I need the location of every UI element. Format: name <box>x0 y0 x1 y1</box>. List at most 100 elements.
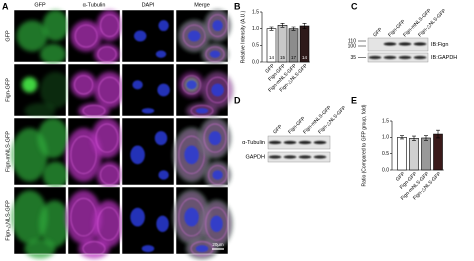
row-label: Fign-△NLS-GFP <box>5 200 11 241</box>
bar <box>421 137 431 171</box>
nucleus <box>209 50 221 58</box>
gfp-signal <box>37 118 69 159</box>
blot-label: IB:GAPDH <box>431 55 457 61</box>
y-tick-label: 0.0 <box>382 167 389 173</box>
blot-label: IB:Fign <box>431 42 448 48</box>
band <box>368 55 382 60</box>
band <box>298 155 312 159</box>
nucleus <box>155 50 167 58</box>
nucleus <box>158 20 169 32</box>
tubulin-fiber <box>95 123 119 153</box>
cells <box>11 118 69 189</box>
nucleus <box>141 108 155 114</box>
lane-label: GFP <box>372 26 384 38</box>
tubulin-fiber <box>82 241 106 257</box>
panel-label: C <box>351 1 358 11</box>
gfp-signal <box>24 103 56 119</box>
cells <box>130 131 169 180</box>
nucleus <box>186 80 197 90</box>
y-tick-label: 0.5 <box>382 151 389 157</box>
band <box>398 42 412 46</box>
cells <box>173 190 233 259</box>
nucleus <box>212 20 223 32</box>
nucleus <box>156 215 169 233</box>
tubulin-fiber <box>74 75 94 95</box>
column-header: α-Tubulin <box>83 2 106 8</box>
blot-label: GAPDH <box>245 154 265 160</box>
mw-marker: 100 <box>348 43 357 49</box>
micrograph-border <box>67 9 121 63</box>
nucleus <box>133 30 147 42</box>
nucleus <box>184 207 199 227</box>
cells <box>65 118 123 189</box>
row-label: Fign-GFP <box>5 78 11 102</box>
y-tick-label: 1.0 <box>382 135 389 141</box>
band <box>398 55 412 60</box>
x-tick-label: GFP <box>264 63 276 75</box>
blot-strip <box>367 52 429 63</box>
panel-label: E <box>351 95 357 105</box>
micrograph-border <box>13 63 67 117</box>
nucleus <box>210 215 223 233</box>
scale-bar-label: 20μm <box>212 242 224 247</box>
column-header: GFP <box>34 2 46 8</box>
gfp-signal <box>42 10 69 42</box>
tubulin-fiber <box>206 76 229 104</box>
gfp-signal <box>40 71 72 109</box>
band <box>268 155 282 159</box>
lane-label: GFP <box>272 123 284 135</box>
tubulin-fiber <box>97 46 117 62</box>
cells <box>178 71 234 119</box>
tubulin-fiber <box>70 135 97 174</box>
nucleus <box>130 145 145 165</box>
tubulin-fiber <box>182 24 206 48</box>
nucleus <box>212 170 223 180</box>
bar-count: 14 <box>269 55 275 60</box>
panel-label: A <box>2 1 9 11</box>
nucleus <box>141 245 155 253</box>
gfp-signal <box>24 238 56 259</box>
band <box>313 140 327 145</box>
cells <box>21 71 72 119</box>
bar <box>409 138 419 171</box>
tubulin-fiber <box>205 46 225 62</box>
y-tick-label: 1.5 <box>382 118 389 124</box>
nucleus <box>187 30 201 42</box>
bar <box>433 133 443 171</box>
band <box>383 55 397 60</box>
bar-count: 15 <box>280 55 286 60</box>
cells <box>133 20 169 58</box>
tubulin-fiber <box>97 207 120 241</box>
micrograph-border <box>175 9 229 63</box>
tubulin-fiber <box>208 14 228 37</box>
nucleus <box>158 170 169 180</box>
error-bar <box>291 26 296 31</box>
micrograph-border <box>175 186 229 255</box>
cells <box>178 10 231 65</box>
nucleus <box>184 145 199 165</box>
micrograph-border <box>121 63 175 117</box>
tubulin-fiber <box>100 165 120 185</box>
tubulin-fiber <box>190 104 214 117</box>
nucleus <box>195 108 209 114</box>
cells <box>70 71 126 119</box>
y-tick-label: 0.0 <box>252 59 259 65</box>
band <box>298 140 312 145</box>
cells <box>16 10 69 65</box>
nucleus <box>157 83 170 97</box>
y-tick-label: 1.5 <box>252 9 259 15</box>
error-bar <box>269 26 274 31</box>
gfp-signal <box>16 20 48 52</box>
tubulin-fiber <box>182 75 202 95</box>
cells <box>70 10 123 65</box>
row-label: Fign-mNLS-GFP <box>5 131 11 172</box>
y-axis-label: Ratio (Compared to GFP group, fold) <box>361 104 367 186</box>
gfp-signal <box>11 190 48 244</box>
gfp-signal <box>40 43 66 65</box>
mw-marker: 110 <box>348 38 356 44</box>
cells <box>132 80 170 114</box>
cells <box>173 118 231 189</box>
nucleus <box>132 80 143 90</box>
gfp-signal <box>21 77 38 93</box>
